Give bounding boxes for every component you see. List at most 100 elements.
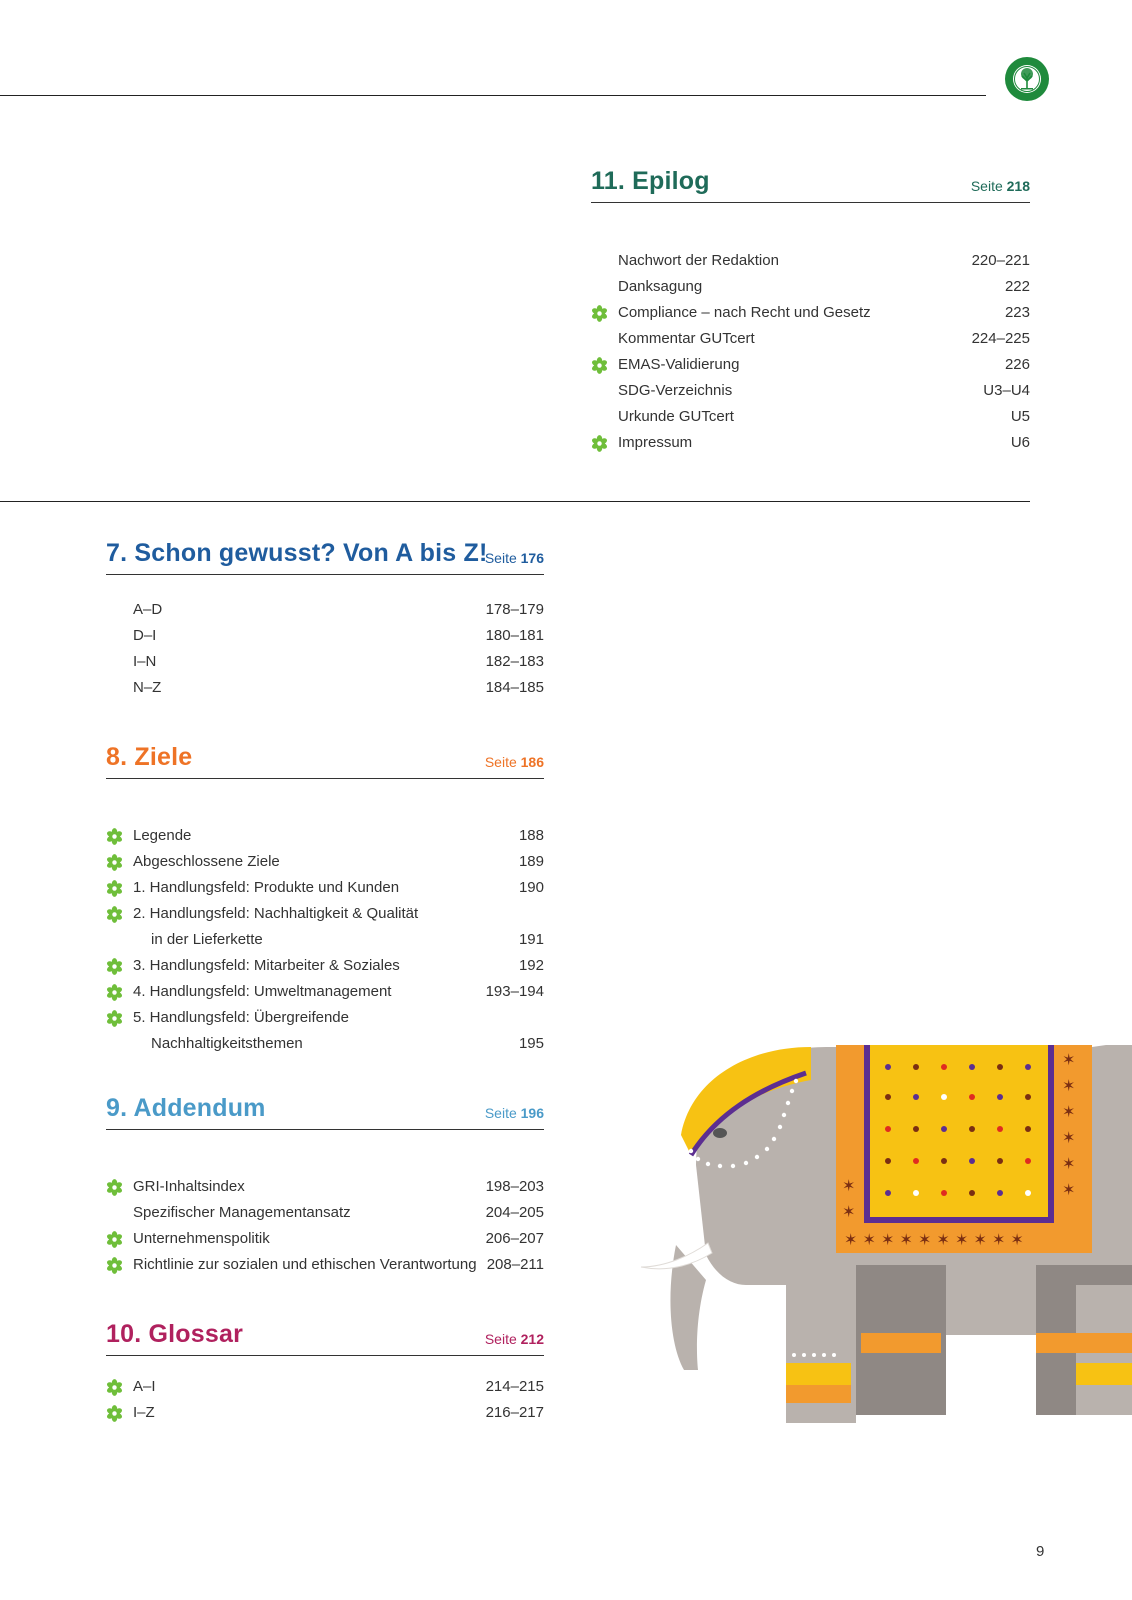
toc-entry-label: Unternehmenspolitik xyxy=(133,1230,270,1247)
toc-entry-label: Nachhaltigkeitsthemen xyxy=(151,1035,303,1052)
toc-entry-label: I–N xyxy=(133,653,157,670)
section-header: 10. Glossar Seite 212 xyxy=(106,1320,544,1356)
toc-entry: EMAS-Validierung 226 xyxy=(591,352,1030,378)
section-page-ref: Seite 212 xyxy=(485,1331,544,1347)
toc-entry: I–Z 216–217 xyxy=(106,1400,544,1426)
flower-icon xyxy=(106,1379,123,1396)
toc-entry: Spezifischer Managementansatz 204–205 xyxy=(106,1200,544,1226)
toc-entry-label: I–Z xyxy=(133,1404,155,1421)
section-ziele: 8. Ziele Seite 186 Legende 188 Abgeschloss… xyxy=(106,743,544,1057)
toc-list: GRI-Inhaltsindex 198–203 Spezifischer Mana… xyxy=(106,1174,544,1278)
svg-text:✶ ✶ ✶ ✶ ✶ ✶ ✶ ✶ ✶ ✶: ✶ ✶ ✶ ✶ ✶ ✶ ✶ ✶ ✶ ✶ xyxy=(844,1230,1024,1249)
toc-entry-label: Abgeschlossene Ziele xyxy=(133,853,280,870)
toc-entry-label: in der Lieferkette xyxy=(151,931,263,948)
svg-text:✶: ✶ xyxy=(842,1202,855,1221)
toc-entry-page: 184–185 xyxy=(485,679,544,696)
divider-rule xyxy=(0,501,1030,502)
toc-entry-page: 204–205 xyxy=(485,1204,544,1221)
toc-entry-label: 5. Handlungsfeld: Übergreifende xyxy=(133,1009,349,1026)
top-rule xyxy=(0,95,986,96)
toc-entry: Compliance – nach Recht und Gesetz 223 xyxy=(591,300,1030,326)
section-header: 11. Epilog Seite 218 xyxy=(591,167,1030,203)
svg-text:✶: ✶ xyxy=(1062,1180,1075,1199)
section-title: 10. Glossar xyxy=(106,1320,244,1348)
toc-entry-page: 178–179 xyxy=(485,601,544,618)
section-page-number: 186 xyxy=(520,754,544,770)
toc-entry-label: GRI-Inhaltsindex xyxy=(133,1178,245,1195)
seite-label: Seite xyxy=(484,1331,517,1347)
toc-entry: Unternehmenspolitik 206–207 xyxy=(106,1226,544,1252)
toc-entry-page: 206–207 xyxy=(485,1230,544,1247)
svg-text:✶: ✶ xyxy=(1062,1154,1075,1173)
seite-label: Seite xyxy=(484,1105,517,1121)
section-page-ref: Seite 218 xyxy=(971,178,1030,194)
seite-label: Seite xyxy=(970,178,1003,194)
toc-entry-page: 182–183 xyxy=(485,653,544,670)
seite-label: Seite xyxy=(484,754,517,770)
toc-entry-label: A–D xyxy=(133,601,163,618)
toc-entry: Kommentar GUTcert 224–225 xyxy=(591,326,1030,352)
toc-entry-label: D–I xyxy=(133,627,157,644)
toc-entry-page: 189 xyxy=(518,853,544,870)
section-page-ref: Seite 176 xyxy=(485,550,544,566)
toc-list: Legende 188 Abgeschlossene Ziele 189 1. Hand… xyxy=(106,823,544,1057)
flower-icon xyxy=(591,305,608,322)
toc-entry: D–I 180–181 xyxy=(106,623,544,649)
toc-entry: Legende 188 xyxy=(106,823,544,849)
section-header: 7. Schon gewusst? Von A bis Z! Seite 176 xyxy=(106,539,544,575)
toc-entry: Nachwort der Redaktion 220–221 xyxy=(591,248,1030,274)
toc-entry-label: EMAS-Validierung xyxy=(618,356,740,373)
toc-entry-page: 188 xyxy=(518,827,544,844)
toc-entry-label: Compliance – nach Recht und Gesetz xyxy=(618,304,871,321)
flower-icon xyxy=(106,1405,123,1422)
svg-text:✶: ✶ xyxy=(1062,1128,1075,1147)
toc-entry: A–D 178–179 xyxy=(106,597,544,623)
toc-entry: Urkunde GUTcert U5 xyxy=(591,404,1030,430)
toc-entry-label: Legende xyxy=(133,827,192,844)
toc-entry: A–I 214–215 xyxy=(106,1374,544,1400)
toc-entry: Danksagung 222 xyxy=(591,274,1030,300)
flower-icon xyxy=(106,1257,123,1274)
toc-entry: N–Z 184–185 xyxy=(106,675,544,701)
flower-icon xyxy=(106,1231,123,1248)
toc-entry-label: SDG-Verzeichnis xyxy=(618,382,733,399)
flower-icon xyxy=(106,1010,123,1027)
toc-entry-label: Urkunde GUTcert xyxy=(618,408,734,425)
flower-icon xyxy=(106,958,123,975)
section-schon-gewusst: 7. Schon gewusst? Von A bis Z! Seite 176… xyxy=(106,539,544,701)
toc-entry-label: 1. Handlungsfeld: Produkte und Kunden xyxy=(133,879,400,896)
toc-entry: 1. Handlungsfeld: Produkte und Kunden 190 xyxy=(106,875,544,901)
toc-entry-label: Kommentar GUTcert xyxy=(618,330,755,347)
section-title: 11. Epilog xyxy=(591,167,710,195)
tree-seal-icon xyxy=(1005,57,1049,101)
toc-list: Nachwort der Redaktion 220–221 Danksagung 2… xyxy=(591,248,1030,456)
toc-entry-label: A–I xyxy=(133,1378,156,1395)
flower-icon xyxy=(591,435,608,452)
svg-text:✶: ✶ xyxy=(1062,1050,1075,1069)
toc-entry-page: 198–203 xyxy=(485,1178,544,1195)
toc-entry-page: 193–194 xyxy=(485,983,544,1000)
toc-entry-label: 2. Handlungsfeld: Nachhaltigkeit & Quali… xyxy=(133,905,419,922)
toc-entry: 4. Handlungsfeld: Umweltmanagement 193–19… xyxy=(106,979,544,1005)
toc-entry: Nachhaltigkeitsthemen 195 xyxy=(106,1031,544,1057)
toc-entry-page: U6 xyxy=(1010,434,1030,451)
section-addendum: 9. Addendum Seite 196 GRI-Inhaltsindex 19… xyxy=(106,1094,544,1278)
section-glossar: 10. Glossar Seite 212 A–I 214–215 I–Z 216–2… xyxy=(106,1320,544,1426)
toc-entry: 2. Handlungsfeld: Nachhaltigkeit & Quali… xyxy=(106,901,544,927)
toc-entry-page: 192 xyxy=(518,957,544,974)
section-page-number: 196 xyxy=(520,1105,544,1121)
toc-entry: 3. Handlungsfeld: Mitarbeiter & Soziales… xyxy=(106,953,544,979)
toc-entry-label: 4. Handlungsfeld: Umweltmanagement xyxy=(133,983,392,1000)
flower-icon xyxy=(106,828,123,845)
toc-entry-label: Danksagung xyxy=(618,278,703,295)
section-epilog: 11. Epilog Seite 218 Nachwort der Redakt… xyxy=(591,167,1030,456)
flower-icon xyxy=(106,1179,123,1196)
svg-text:✶: ✶ xyxy=(1062,1076,1075,1095)
toc-entry: SDG-Verzeichnis U3–U4 xyxy=(591,378,1030,404)
toc-entry-page: 224–225 xyxy=(971,330,1030,347)
toc-entry-page: 222 xyxy=(1004,278,1030,295)
flower-icon xyxy=(106,854,123,871)
svg-text:✶: ✶ xyxy=(1062,1102,1075,1121)
toc-entry: Richtlinie zur sozialen und ethischen Ve… xyxy=(106,1252,544,1278)
seite-label: Seite xyxy=(484,550,517,566)
